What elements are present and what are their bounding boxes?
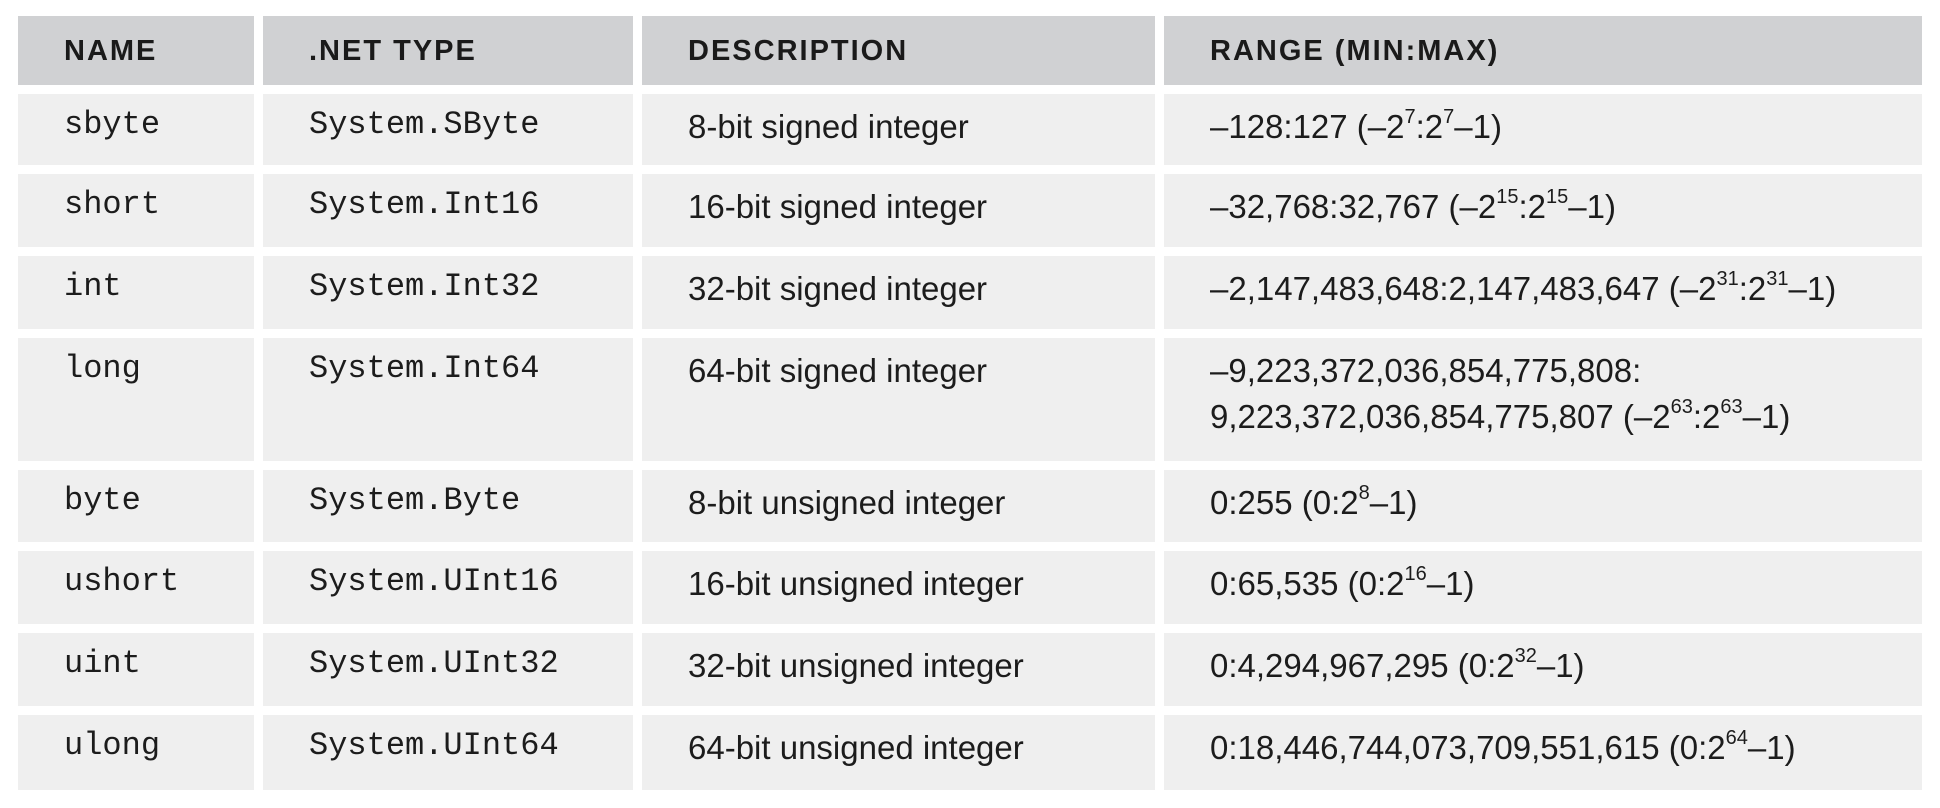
cell-range: –128:127 (–27:27–1) [1164, 94, 1922, 165]
cell-name: short [18, 174, 254, 247]
cell-net-type: System.UInt16 [263, 551, 633, 624]
cell-net-type: System.UInt32 [263, 633, 633, 706]
cell-description: 16-bit signed integer [642, 174, 1155, 247]
cell-net-type: System.Int16 [263, 174, 633, 247]
integer-types-table: NAME .NET TYPE DESCRIPTION RANGE (MIN:MA… [18, 16, 1922, 790]
cell-name: uint [18, 633, 254, 706]
cell-name: sbyte [18, 94, 254, 165]
cell-range: 0:255 (0:28–1) [1164, 470, 1922, 542]
cell-range: –9,223,372,036,854,775,808: 9,223,372,036… [1164, 338, 1922, 461]
cell-name: byte [18, 470, 254, 542]
cell-description: 64-bit unsigned integer [642, 715, 1155, 790]
cell-description: 32-bit unsigned integer [642, 633, 1155, 706]
header-net-type: .NET TYPE [263, 16, 633, 85]
cell-range: 0:18,446,744,073,709,551,615 (0:264–1) [1164, 715, 1922, 790]
cell-net-type: System.UInt64 [263, 715, 633, 790]
cell-range: –32,768:32,767 (–215:215–1) [1164, 174, 1922, 247]
cell-description: 32-bit signed integer [642, 256, 1155, 329]
cell-range: 0:4,294,967,295 (0:232–1) [1164, 633, 1922, 706]
cell-description: 8-bit signed integer [642, 94, 1155, 165]
cell-name: ushort [18, 551, 254, 624]
range-line-1: –9,223,372,036,854,775,808: [1210, 352, 1642, 389]
range-line-2: 9,223,372,036,854,775,807 (–263:263–1) [1210, 396, 1791, 435]
cell-net-type: System.Int32 [263, 256, 633, 329]
header-name: NAME [18, 16, 254, 85]
cell-name: ulong [18, 715, 254, 790]
cell-net-type: System.SByte [263, 94, 633, 165]
cell-range: –2,147,483,648:2,147,483,647 (–231:231–1… [1164, 256, 1922, 329]
cell-name: int [18, 256, 254, 329]
cell-range: 0:65,535 (0:216–1) [1164, 551, 1922, 624]
cell-name: long [18, 338, 254, 461]
cell-net-type: System.Byte [263, 470, 633, 542]
cell-description: 8-bit unsigned integer [642, 470, 1155, 542]
cell-net-type: System.Int64 [263, 338, 633, 461]
cell-description: 16-bit unsigned integer [642, 551, 1155, 624]
header-description: DESCRIPTION [642, 16, 1155, 85]
header-range: RANGE (MIN:MAX) [1164, 16, 1922, 85]
cell-description: 64-bit signed integer [642, 338, 1155, 461]
